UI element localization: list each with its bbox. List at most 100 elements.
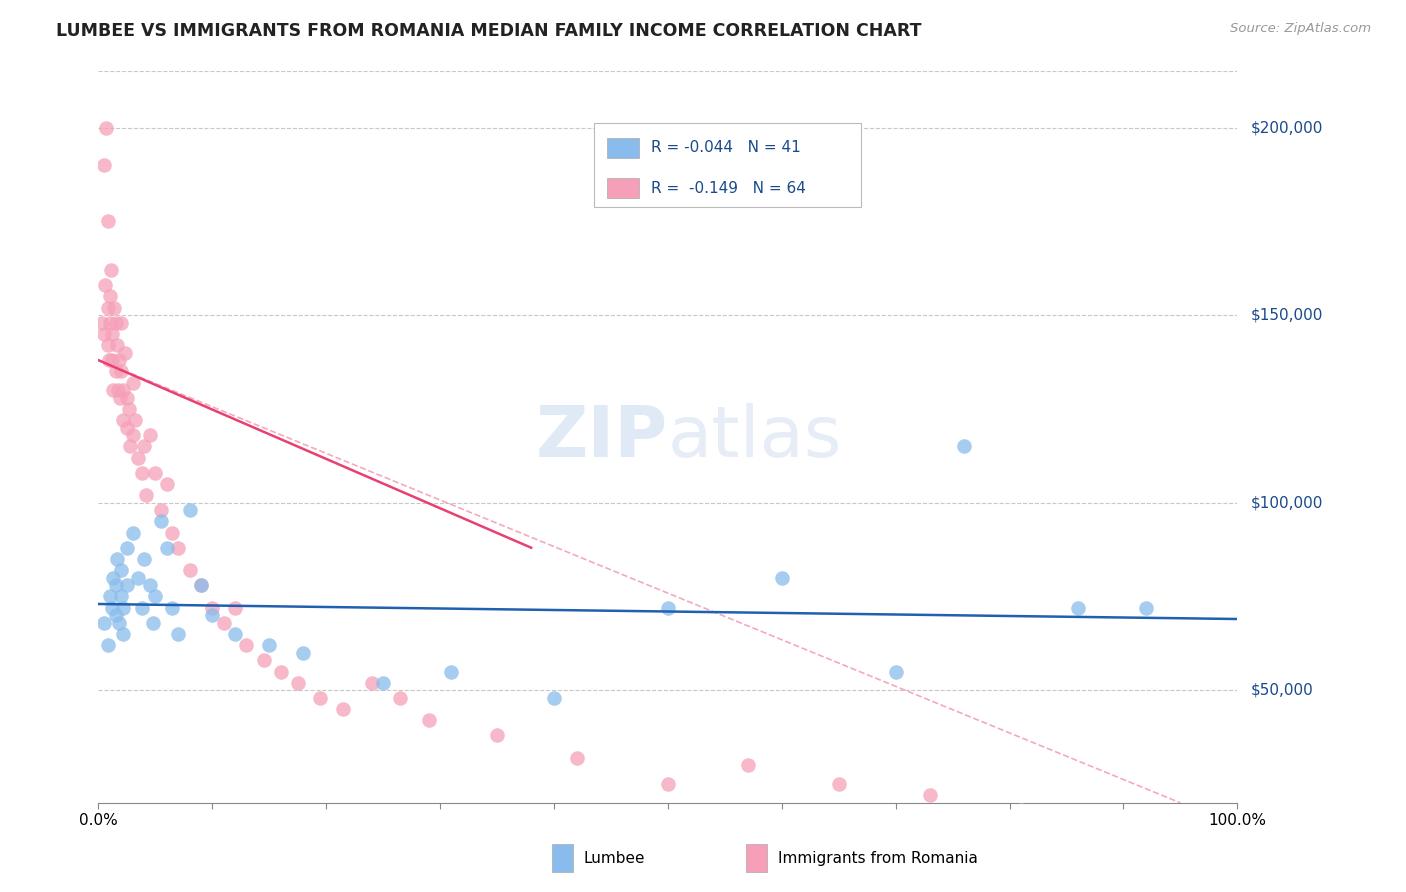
- Point: [101, 326, 124, 341]
- Point: [138, 428, 160, 442]
- Point: [103, 571, 125, 585]
- Point: [201, 608, 224, 623]
- Point: [179, 563, 201, 577]
- Point: [132, 552, 155, 566]
- Point: [108, 353, 131, 368]
- Point: [104, 578, 127, 592]
- Point: [292, 646, 315, 660]
- Point: [224, 627, 246, 641]
- Point: [93, 615, 115, 630]
- Text: R =  -0.149   N = 64: R = -0.149 N = 64: [651, 181, 806, 195]
- Point: [150, 503, 173, 517]
- Point: [100, 263, 122, 277]
- Point: [167, 541, 190, 555]
- Text: atlas: atlas: [668, 402, 842, 472]
- Point: [98, 289, 121, 303]
- Point: [486, 728, 509, 742]
- Point: [105, 338, 128, 352]
- Point: [162, 600, 184, 615]
- Point: [737, 758, 759, 772]
- Point: [770, 571, 793, 585]
- Point: [138, 578, 160, 592]
- Point: [167, 627, 190, 641]
- Point: [156, 477, 179, 491]
- Point: [371, 675, 394, 690]
- Point: [108, 615, 131, 630]
- Point: [108, 391, 131, 405]
- Point: [110, 563, 132, 577]
- Point: [112, 600, 135, 615]
- Point: [270, 665, 292, 679]
- Point: [93, 326, 115, 341]
- Point: [918, 789, 941, 803]
- Point: [127, 571, 149, 585]
- Point: [112, 627, 135, 641]
- Point: [112, 413, 135, 427]
- Point: [162, 525, 184, 540]
- Point: [121, 525, 143, 540]
- Text: $150,000: $150,000: [1251, 308, 1323, 323]
- Point: [565, 751, 588, 765]
- Point: [103, 383, 125, 397]
- Point: [252, 653, 274, 667]
- Point: [287, 675, 309, 690]
- FancyBboxPatch shape: [593, 122, 862, 207]
- Point: [96, 638, 118, 652]
- Point: [657, 600, 679, 615]
- Point: [120, 440, 142, 454]
- Point: [90, 316, 112, 330]
- Point: [121, 428, 143, 442]
- Point: [131, 466, 153, 480]
- Point: [884, 665, 907, 679]
- Point: [107, 383, 129, 397]
- Point: [131, 600, 153, 615]
- Text: $100,000: $100,000: [1251, 495, 1323, 510]
- Point: [110, 590, 132, 604]
- Point: [115, 391, 138, 405]
- Point: [150, 515, 173, 529]
- Point: [235, 638, 257, 652]
- Point: [142, 615, 165, 630]
- Point: [145, 590, 167, 604]
- Point: [118, 401, 141, 416]
- Point: [259, 638, 281, 652]
- Text: Source: ZipAtlas.com: Source: ZipAtlas.com: [1230, 22, 1371, 36]
- Point: [145, 466, 167, 480]
- Point: [98, 316, 121, 330]
- Point: [179, 503, 201, 517]
- Point: [418, 713, 440, 727]
- Text: R = -0.044   N = 41: R = -0.044 N = 41: [651, 140, 800, 155]
- Point: [389, 690, 412, 705]
- Point: [94, 278, 117, 293]
- Point: [104, 364, 127, 378]
- Text: $200,000: $200,000: [1251, 120, 1323, 135]
- Point: [124, 413, 146, 427]
- Point: [309, 690, 332, 705]
- Point: [1067, 600, 1090, 615]
- Point: [93, 158, 115, 172]
- Point: [110, 364, 132, 378]
- Point: [1112, 814, 1135, 829]
- Point: [112, 383, 135, 397]
- Point: [96, 301, 118, 315]
- Point: [135, 488, 157, 502]
- Point: [104, 316, 127, 330]
- Point: [98, 590, 121, 604]
- Point: [828, 777, 851, 791]
- Text: LUMBEE VS IMMIGRANTS FROM ROMANIA MEDIAN FAMILY INCOME CORRELATION CHART: LUMBEE VS IMMIGRANTS FROM ROMANIA MEDIAN…: [56, 22, 922, 40]
- Point: [212, 615, 235, 630]
- Point: [190, 578, 212, 592]
- Point: [156, 541, 179, 555]
- Point: [657, 777, 679, 791]
- Text: Lumbee: Lumbee: [583, 851, 645, 865]
- Point: [96, 338, 118, 352]
- Point: [201, 600, 224, 615]
- Point: [104, 608, 127, 623]
- Point: [105, 552, 128, 566]
- Point: [132, 440, 155, 454]
- FancyBboxPatch shape: [607, 178, 640, 198]
- Point: [97, 353, 120, 368]
- Point: [101, 600, 124, 615]
- Point: [96, 120, 118, 135]
- Point: [115, 541, 138, 555]
